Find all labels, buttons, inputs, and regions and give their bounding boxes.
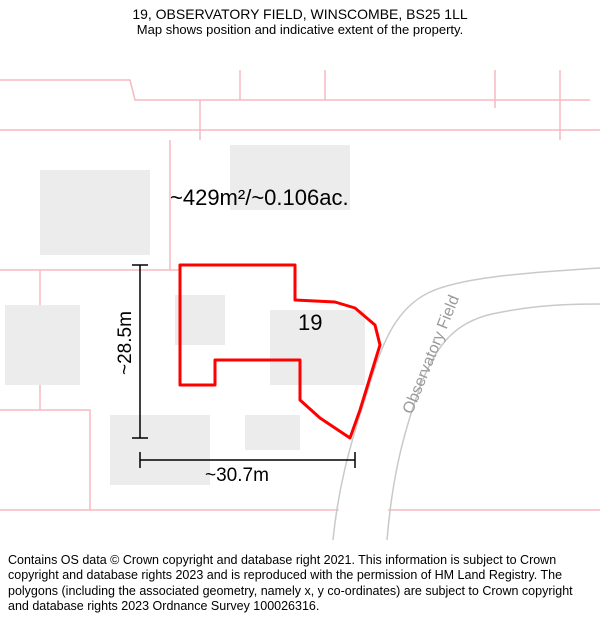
copyright-footer: Contains OS data © Crown copyright and d… <box>0 547 600 625</box>
header: 19, OBSERVATORY FIELD, WINSCOMBE, BS25 1… <box>0 0 600 39</box>
height-dimension-label: ~28.5m <box>115 311 137 375</box>
page-subtitle: Map shows position and indicative extent… <box>10 22 590 37</box>
plot-number-label: 19 <box>298 310 322 336</box>
map-svg <box>0 40 600 540</box>
width-dimension-label: ~30.7m <box>205 465 269 487</box>
map-canvas: ~429m²/~0.106ac. ~28.5m ~30.7m 19 Observ… <box>0 40 600 540</box>
area-label: ~429m²/~0.106ac. <box>170 185 349 211</box>
page-title: 19, OBSERVATORY FIELD, WINSCOMBE, BS25 1… <box>10 6 590 22</box>
